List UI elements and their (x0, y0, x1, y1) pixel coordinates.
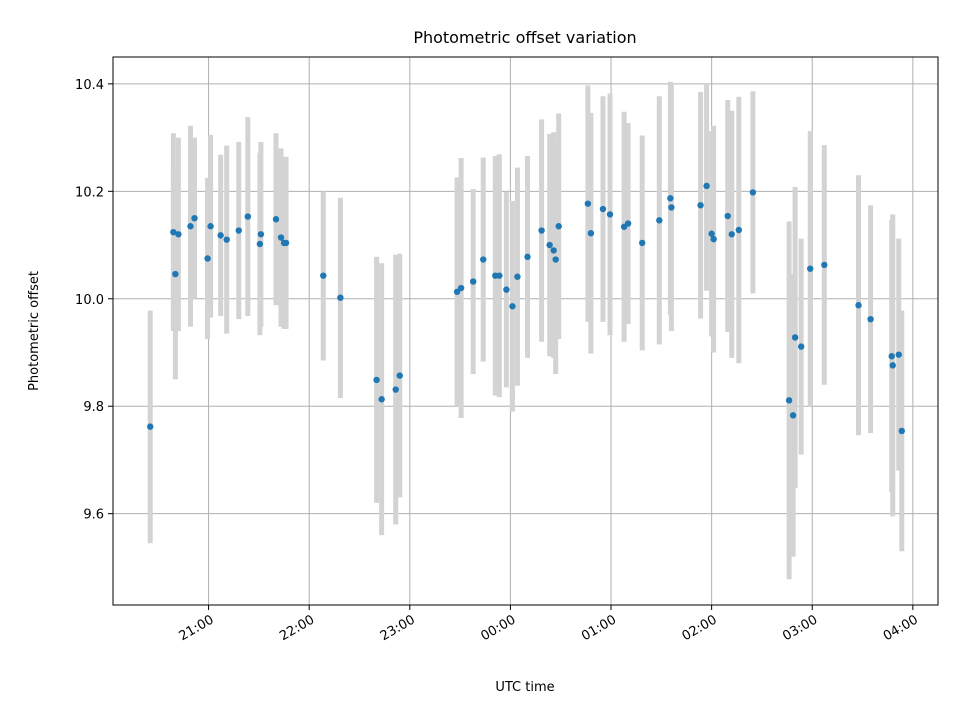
data-point (656, 217, 663, 224)
data-point (272, 216, 280, 223)
data-point (282, 239, 290, 247)
data-point (172, 270, 179, 278)
data-point (217, 232, 224, 239)
data-point (235, 227, 242, 234)
y-axis-ticks: 9.6 9.8 10.0 10.2 10.4 (75, 78, 113, 523)
data-point (191, 214, 198, 222)
data-point (277, 234, 285, 241)
data-point (895, 351, 902, 358)
x-tick-label: 23:00 (378, 612, 418, 644)
data-point (703, 182, 710, 190)
data-point (821, 261, 828, 269)
data-point (855, 302, 862, 309)
error-bars (147, 81, 905, 580)
x-tick-label: 22:00 (277, 612, 317, 644)
x-axis-label: UTC time (495, 680, 554, 695)
y-tick-label: 9.8 (83, 400, 104, 415)
data-point (724, 212, 731, 220)
data-point (337, 294, 344, 301)
data-point (538, 227, 545, 234)
x-tick-label: 00:00 (478, 612, 518, 644)
data-point (147, 423, 154, 430)
data-point (697, 202, 704, 209)
data-point (170, 228, 177, 236)
data-point (749, 189, 757, 196)
data-point (606, 211, 614, 218)
data-point (867, 315, 874, 323)
x-tick-label: 01:00 (579, 612, 619, 644)
data-point (797, 343, 805, 350)
y-tick-label: 9.6 (83, 508, 104, 523)
data-point (546, 241, 553, 249)
y-tick-label: 10.4 (75, 78, 104, 93)
data-point (256, 240, 264, 248)
data-point (552, 256, 559, 263)
x-axis-ticks: 21:00 22:00 23:00 00:00 01:00 02:00 03:00 04:00 (177, 605, 921, 644)
x-tick-label: 02:00 (680, 612, 720, 644)
data-point (378, 396, 385, 403)
data-point (457, 284, 465, 292)
data-point (791, 334, 799, 341)
data-point (898, 427, 905, 435)
data-point (710, 235, 717, 243)
data-points (147, 182, 905, 435)
data-point (888, 353, 895, 360)
data-point (599, 205, 607, 213)
data-point (785, 397, 793, 404)
data-point (524, 253, 531, 261)
x-tick-label: 03:00 (780, 612, 820, 644)
data-point (509, 303, 516, 310)
data-point (639, 239, 646, 247)
data-point (469, 278, 477, 285)
data-point (789, 412, 797, 419)
x-tick-label: 04:00 (881, 612, 921, 644)
data-point (503, 286, 510, 293)
data-point (373, 376, 380, 384)
data-point (587, 230, 595, 237)
data-point (257, 231, 265, 238)
data-point (668, 204, 675, 211)
data-point (735, 226, 742, 234)
data-point (207, 223, 214, 230)
x-tick-label: 21:00 (177, 612, 217, 644)
data-point (728, 231, 735, 238)
data-point (667, 195, 674, 202)
data-point (496, 272, 503, 279)
data-point (708, 230, 715, 237)
data-point (889, 362, 896, 369)
data-point (514, 273, 521, 280)
data-point (480, 256, 487, 263)
data-point (453, 288, 461, 295)
data-point (807, 265, 814, 272)
data-point (320, 272, 327, 279)
y-tick-label: 10.2 (75, 185, 104, 200)
y-tick-label: 10.0 (75, 293, 104, 308)
y-axis-label: Photometric offset (27, 271, 42, 391)
data-point (624, 220, 632, 227)
data-point (175, 231, 182, 238)
data-point (392, 386, 399, 393)
data-point (550, 247, 557, 254)
data-point (187, 223, 194, 230)
chart-title: Photometric offset variation (413, 28, 636, 47)
data-point (223, 236, 230, 243)
data-point (244, 213, 252, 220)
data-point (584, 200, 592, 207)
data-point (555, 223, 562, 230)
data-point (204, 255, 211, 262)
data-point (396, 372, 403, 379)
plot-frame (112, 56, 939, 606)
